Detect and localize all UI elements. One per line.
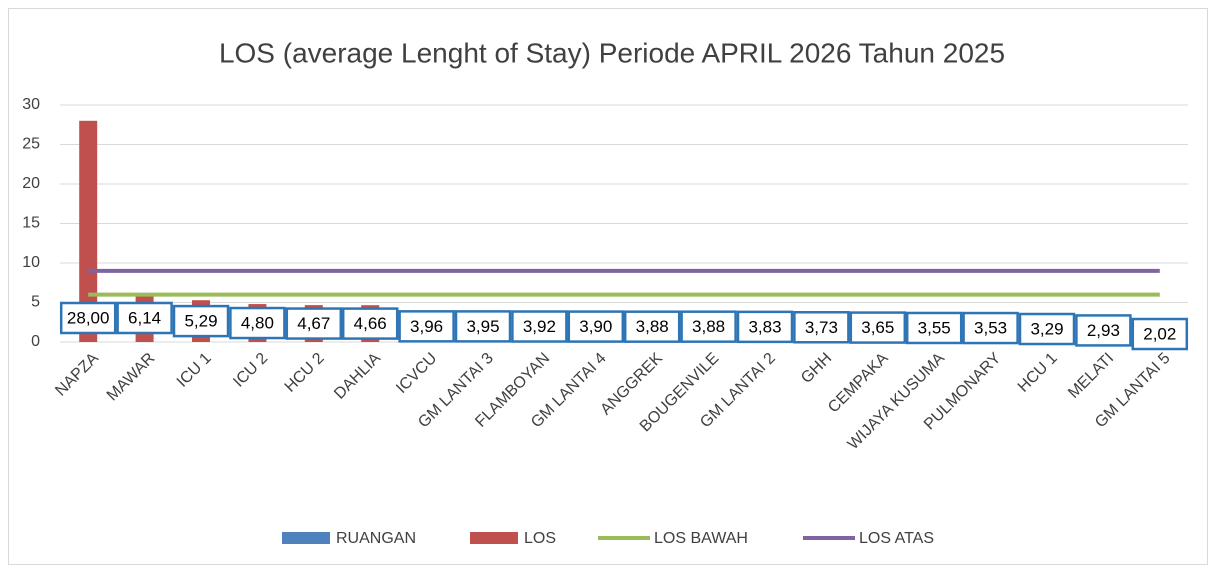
y-tick-label: 15 [22, 215, 40, 232]
data-label-box [285, 307, 343, 340]
legend-swatch [470, 532, 518, 544]
legend-label: LOS ATAS [859, 530, 934, 547]
legend-label: RUANGAN [336, 530, 416, 547]
data-label-box [398, 310, 455, 343]
data-label: 3,96 [410, 317, 443, 336]
data-label-box [849, 311, 907, 344]
data-label: 4,66 [354, 314, 387, 333]
y-tick-label: 20 [22, 175, 40, 192]
data-label: 3,73 [805, 318, 838, 337]
data-label-box [623, 310, 681, 343]
data-label: 3,92 [523, 317, 556, 336]
data-label-box [454, 310, 512, 343]
y-tick-label: 10 [22, 254, 40, 271]
y-tick-label: 5 [31, 294, 40, 311]
data-label-box [736, 310, 794, 344]
data-label-box [116, 301, 173, 335]
data-label: 3,95 [466, 317, 499, 336]
data-label: 3,83 [748, 317, 781, 336]
data-label-box [905, 311, 963, 345]
y-tick-label: 25 [22, 136, 40, 153]
bar [79, 120, 98, 342]
y-tick-label: 0 [31, 333, 40, 350]
legend-label: LOS [524, 530, 556, 547]
data-label: 3,65 [861, 318, 894, 337]
data-label-box [680, 310, 737, 343]
y-tick-label: 30 [22, 96, 40, 113]
data-label: 5,29 [184, 312, 217, 331]
data-label: 4,67 [297, 314, 330, 333]
data-label: 3,90 [579, 317, 612, 336]
data-label-box [172, 304, 230, 338]
data-label: 4,80 [241, 314, 274, 333]
data-label-box [229, 306, 286, 340]
data-label: 28,00 [67, 308, 110, 327]
data-label: 6,14 [128, 308, 161, 327]
data-label-box [1018, 312, 1076, 346]
data-label: 3,29 [1030, 319, 1063, 338]
data-label: 3,88 [692, 317, 725, 336]
data-label-box [59, 301, 117, 335]
data-label-box [1075, 314, 1132, 347]
data-label-box [962, 311, 1019, 345]
data-label-box [793, 311, 850, 344]
data-label: 2,02 [1143, 325, 1176, 344]
data-label-box [511, 310, 568, 343]
data-label: 3,88 [636, 317, 669, 336]
data-label: 3,55 [918, 318, 951, 337]
legend-label: LOS BAWAH [654, 530, 748, 547]
chart-title: LOS (average Lenght of Stay) Periode APR… [219, 37, 1005, 68]
data-label: 2,93 [1087, 321, 1120, 340]
data-label-box [1131, 317, 1189, 351]
data-label: 3,53 [974, 319, 1007, 338]
data-label-box [341, 307, 399, 340]
data-label-box [567, 310, 625, 343]
legend-swatch [282, 532, 330, 544]
chart-frame [8, 8, 1208, 565]
